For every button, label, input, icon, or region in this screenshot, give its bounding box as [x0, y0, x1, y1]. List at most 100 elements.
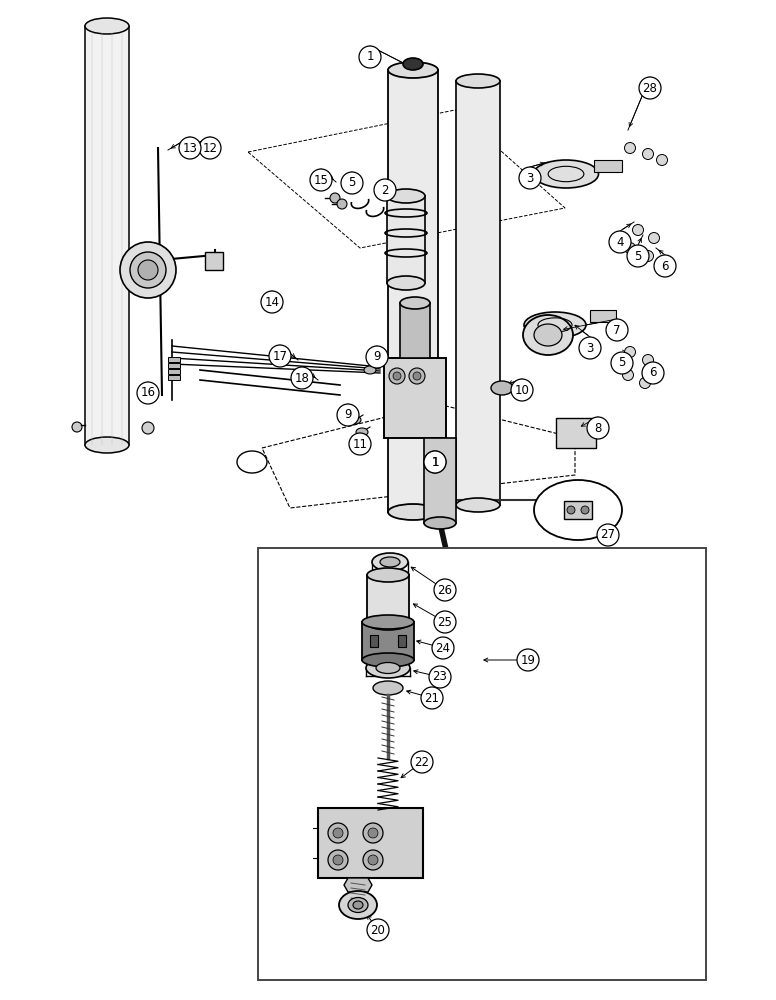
Circle shape — [519, 167, 541, 189]
Bar — [258, 548, 706, 980]
Circle shape — [627, 245, 649, 267]
Text: 1: 1 — [431, 456, 438, 468]
Ellipse shape — [373, 681, 403, 695]
Circle shape — [179, 137, 201, 159]
Text: 6: 6 — [661, 259, 669, 272]
Text: 7: 7 — [613, 324, 621, 336]
Ellipse shape — [364, 366, 376, 374]
Text: 6: 6 — [650, 366, 656, 379]
Circle shape — [609, 231, 631, 253]
Ellipse shape — [367, 616, 409, 630]
Text: 11: 11 — [352, 438, 368, 450]
Text: 1: 1 — [431, 456, 438, 468]
Circle shape — [261, 291, 283, 313]
Circle shape — [138, 260, 158, 280]
Circle shape — [72, 422, 82, 432]
Circle shape — [611, 352, 633, 374]
Text: 26: 26 — [438, 584, 452, 596]
Bar — [387, 196, 425, 283]
Circle shape — [389, 368, 405, 384]
Bar — [556, 418, 596, 448]
Ellipse shape — [491, 381, 513, 395]
Circle shape — [291, 367, 313, 389]
Bar — [168, 375, 180, 380]
Text: 17: 17 — [272, 350, 287, 362]
Circle shape — [434, 579, 456, 601]
Circle shape — [310, 169, 332, 191]
Ellipse shape — [367, 568, 409, 582]
Ellipse shape — [380, 557, 400, 567]
Circle shape — [363, 850, 383, 870]
Ellipse shape — [424, 517, 456, 529]
Circle shape — [434, 611, 456, 633]
Polygon shape — [344, 878, 372, 892]
Text: 10: 10 — [514, 383, 529, 396]
Text: 5: 5 — [634, 249, 642, 262]
Circle shape — [649, 232, 660, 243]
Text: 5: 5 — [348, 176, 355, 190]
Bar — [370, 635, 378, 647]
Text: 15: 15 — [314, 174, 328, 186]
Circle shape — [597, 524, 619, 546]
Circle shape — [424, 451, 446, 473]
Bar — [362, 622, 414, 660]
Circle shape — [367, 919, 389, 941]
Text: 12: 12 — [203, 141, 217, 154]
Bar — [590, 310, 616, 322]
Text: 1: 1 — [366, 50, 374, 64]
Circle shape — [622, 369, 633, 380]
Circle shape — [625, 242, 636, 253]
Ellipse shape — [524, 312, 586, 338]
Ellipse shape — [356, 428, 368, 436]
Circle shape — [429, 666, 451, 688]
Circle shape — [632, 225, 643, 235]
Circle shape — [137, 382, 159, 404]
Circle shape — [142, 422, 154, 434]
Text: 9: 9 — [345, 408, 352, 422]
Text: 2: 2 — [381, 184, 389, 196]
Ellipse shape — [456, 74, 500, 88]
Bar — [367, 575, 409, 623]
Circle shape — [393, 372, 401, 380]
Ellipse shape — [366, 658, 410, 678]
Bar — [168, 363, 180, 368]
Bar — [398, 635, 406, 647]
Ellipse shape — [362, 653, 414, 667]
Text: 8: 8 — [594, 422, 601, 434]
Ellipse shape — [534, 160, 598, 188]
Circle shape — [579, 337, 601, 359]
Circle shape — [424, 451, 446, 473]
Circle shape — [643, 148, 653, 159]
Circle shape — [368, 828, 378, 838]
Text: 18: 18 — [295, 371, 310, 384]
Text: 28: 28 — [643, 82, 657, 95]
Circle shape — [654, 255, 676, 277]
Text: 13: 13 — [182, 141, 197, 154]
Bar — [594, 160, 622, 172]
Bar — [168, 369, 180, 374]
Ellipse shape — [355, 440, 369, 450]
Circle shape — [567, 506, 575, 514]
Text: 21: 21 — [424, 692, 439, 704]
Circle shape — [639, 377, 650, 388]
Circle shape — [625, 347, 636, 358]
Circle shape — [517, 649, 539, 671]
Circle shape — [366, 346, 388, 368]
Ellipse shape — [534, 324, 562, 346]
Circle shape — [337, 404, 359, 426]
Ellipse shape — [353, 901, 363, 909]
Ellipse shape — [348, 898, 368, 912]
Ellipse shape — [388, 62, 438, 78]
Circle shape — [328, 823, 348, 843]
Circle shape — [413, 372, 421, 380]
Circle shape — [643, 355, 653, 365]
Circle shape — [421, 687, 443, 709]
Text: 3: 3 — [587, 342, 594, 355]
Bar — [205, 252, 223, 270]
Ellipse shape — [376, 662, 400, 674]
Circle shape — [643, 250, 653, 261]
Text: 23: 23 — [432, 670, 448, 684]
Circle shape — [333, 828, 343, 838]
Bar — [564, 501, 592, 519]
Circle shape — [432, 637, 454, 659]
